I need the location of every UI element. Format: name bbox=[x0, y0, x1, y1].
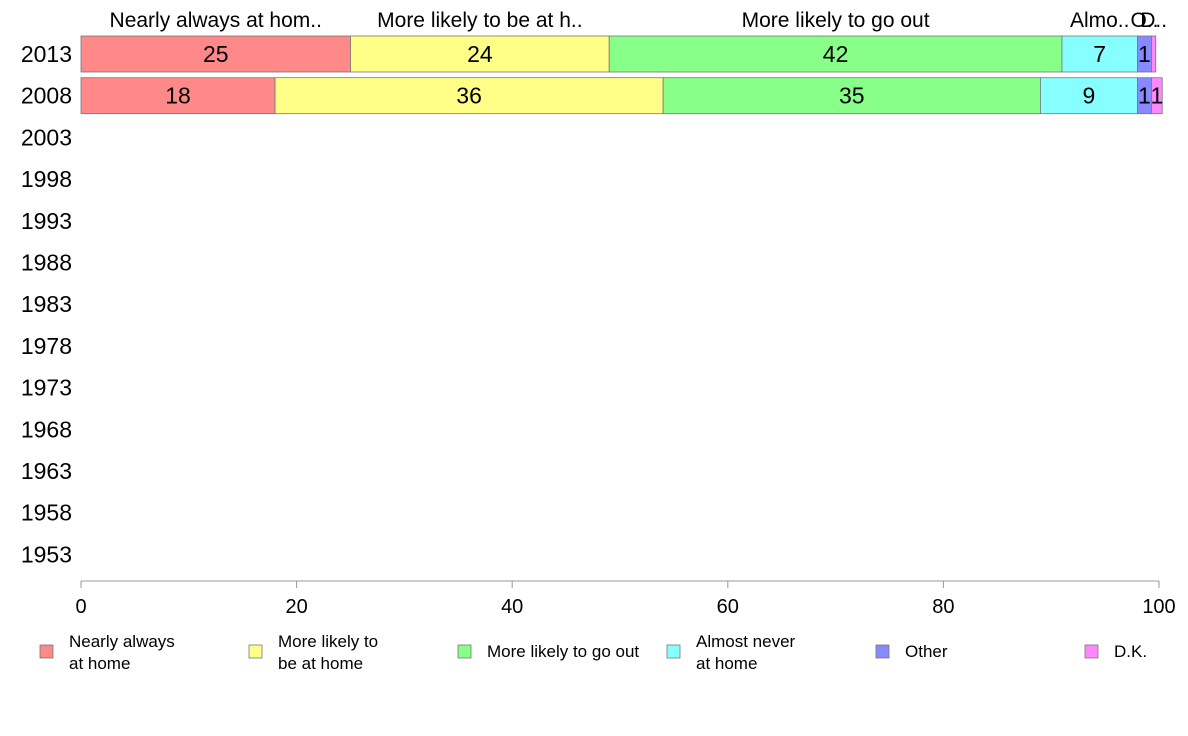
series-header: More likely to go out bbox=[742, 9, 930, 32]
x-tick-label: 40 bbox=[501, 596, 523, 618]
legend-swatch bbox=[457, 644, 472, 659]
category-label: 1968 bbox=[21, 416, 72, 442]
legend-label: at home bbox=[696, 654, 757, 673]
data-label: 1 bbox=[1138, 41, 1151, 67]
legend-label: More likely to bbox=[278, 632, 378, 651]
bar-segment bbox=[1151, 77, 1163, 115]
category-label: 2003 bbox=[21, 124, 72, 150]
category-label: 1978 bbox=[21, 333, 72, 359]
x-tick-label: 0 bbox=[75, 596, 86, 618]
legend-swatch bbox=[248, 644, 263, 659]
legend-label: More likely to go out bbox=[487, 642, 639, 661]
x-tick-label: 100 bbox=[1142, 596, 1175, 618]
series-header: Almo.. bbox=[1070, 9, 1130, 32]
data-label: 18 bbox=[165, 83, 191, 109]
bar-segment bbox=[274, 77, 664, 115]
bar-segment bbox=[1151, 35, 1157, 73]
legend-label: Other bbox=[905, 642, 948, 661]
legend-swatch bbox=[666, 644, 681, 659]
category-label: 1993 bbox=[21, 208, 72, 234]
x-tick-label: 60 bbox=[717, 596, 739, 618]
category-label: 1973 bbox=[21, 375, 72, 401]
data-label: 1 bbox=[1150, 83, 1163, 109]
legend-swatch bbox=[875, 644, 890, 659]
series-header: More likely to be at h.. bbox=[377, 9, 582, 32]
bar-segment bbox=[80, 77, 276, 115]
legend-label: be at home bbox=[278, 654, 363, 673]
legend-swatch bbox=[1084, 644, 1099, 659]
category-label: 2013 bbox=[21, 41, 72, 67]
data-label: 24 bbox=[467, 41, 493, 67]
category-label: 1953 bbox=[21, 541, 72, 567]
bar-segment bbox=[80, 35, 351, 73]
legend-label: at home bbox=[69, 654, 130, 673]
legend-label: Almost never bbox=[696, 632, 796, 651]
series-header: D.. bbox=[1140, 9, 1167, 32]
data-label: 9 bbox=[1083, 83, 1096, 109]
data-label: 36 bbox=[456, 83, 482, 109]
series-header: O.. bbox=[1130, 9, 1158, 32]
category-label: 1983 bbox=[21, 291, 72, 317]
data-label: 7 bbox=[1093, 41, 1106, 67]
bar-segment bbox=[662, 77, 1041, 115]
bar-segment bbox=[1040, 77, 1138, 115]
category-label: 1988 bbox=[21, 250, 72, 276]
data-label: 42 bbox=[823, 41, 849, 67]
category-label: 1963 bbox=[21, 458, 72, 484]
series-header: Nearly always at hom.. bbox=[110, 9, 322, 32]
x-tick-label: 20 bbox=[285, 596, 307, 618]
category-label: 2008 bbox=[21, 83, 72, 109]
x-tick-label: 80 bbox=[932, 596, 954, 618]
bar-segment bbox=[608, 35, 1063, 73]
legend-label: Nearly always bbox=[69, 632, 175, 651]
bar-segment bbox=[350, 35, 610, 73]
legend-swatch bbox=[39, 644, 54, 659]
data-label: 1 bbox=[1138, 83, 1151, 109]
legend-label: D.K. bbox=[1114, 642, 1147, 661]
data-label: 25 bbox=[203, 41, 229, 67]
category-label: 1998 bbox=[21, 166, 72, 192]
data-label: 35 bbox=[839, 83, 865, 109]
category-label: 1958 bbox=[21, 500, 72, 526]
